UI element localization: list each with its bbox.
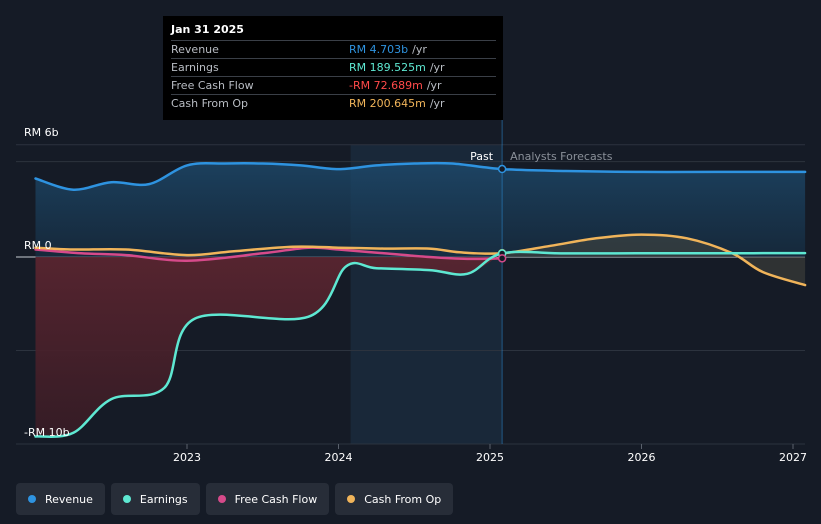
tooltip-unit: /yr <box>412 43 427 56</box>
free-cash-flow-dot-icon <box>218 495 226 503</box>
x-tick-label: 2025 <box>476 451 504 464</box>
tooltip-value: RM 200.645m <box>349 97 426 110</box>
revenue-marker <box>499 166 506 173</box>
legend-item-cash-from-op[interactable]: Cash From Op <box>335 483 453 515</box>
tooltip-label: Revenue <box>171 43 349 56</box>
y-axis-label: RM 6b <box>24 126 59 139</box>
tooltip-unit: /yr <box>430 97 445 110</box>
revenue-dot-icon <box>28 495 36 503</box>
forecast-label: Analysts Forecasts <box>510 150 613 163</box>
legend-item-earnings[interactable]: Earnings <box>111 483 200 515</box>
y-axis-label: -RM 10b <box>24 426 70 439</box>
x-tick-label: 2027 <box>779 451 807 464</box>
x-axis-ticks: 2023 2024 2025 2026 2027 <box>173 444 807 464</box>
y-axis-label: RM 0 <box>24 239 52 252</box>
tooltip-row-revenue: Revenue RM 4.703b /yr <box>171 40 496 58</box>
legend-label: Earnings <box>140 493 188 506</box>
x-tick-label: 2026 <box>628 451 656 464</box>
cash-from-op-dot-icon <box>347 495 355 503</box>
tooltip-value: RM 4.703b <box>349 43 408 56</box>
tooltip-label: Earnings <box>171 61 349 74</box>
legend-label: Cash From Op <box>364 493 441 506</box>
tooltip-unit: /yr <box>427 79 442 92</box>
legend-label: Free Cash Flow <box>235 493 318 506</box>
legend-item-free-cash-flow[interactable]: Free Cash Flow <box>206 483 330 515</box>
legend-item-revenue[interactable]: Revenue <box>16 483 105 515</box>
tooltip-date: Jan 31 2025 <box>171 23 495 36</box>
tooltip-label: Cash From Op <box>171 97 349 110</box>
tooltip-unit: /yr <box>430 61 445 74</box>
tooltip-row-cash-from-op: Cash From Op RM 200.645m /yr <box>171 94 496 112</box>
earnings-dot-icon <box>123 495 131 503</box>
tooltip-row-earnings: Earnings RM 189.525m /yr <box>171 58 496 76</box>
legend: Revenue Earnings Free Cash Flow Cash Fro… <box>16 483 453 515</box>
tooltip-value: -RM 72.689m <box>349 79 423 92</box>
tooltip-row-free-cash-flow: Free Cash Flow -RM 72.689m /yr <box>171 76 496 94</box>
x-tick-label: 2023 <box>173 451 201 464</box>
tooltip: Jan 31 2025 Revenue RM 4.703b /yr Earnin… <box>163 16 503 120</box>
tooltip-label: Free Cash Flow <box>171 79 349 92</box>
x-tick-label: 2024 <box>325 451 353 464</box>
past-label: Past <box>470 150 494 163</box>
legend-label: Revenue <box>45 493 93 506</box>
fcf-marker <box>499 255 506 262</box>
tooltip-value: RM 189.525m <box>349 61 426 74</box>
